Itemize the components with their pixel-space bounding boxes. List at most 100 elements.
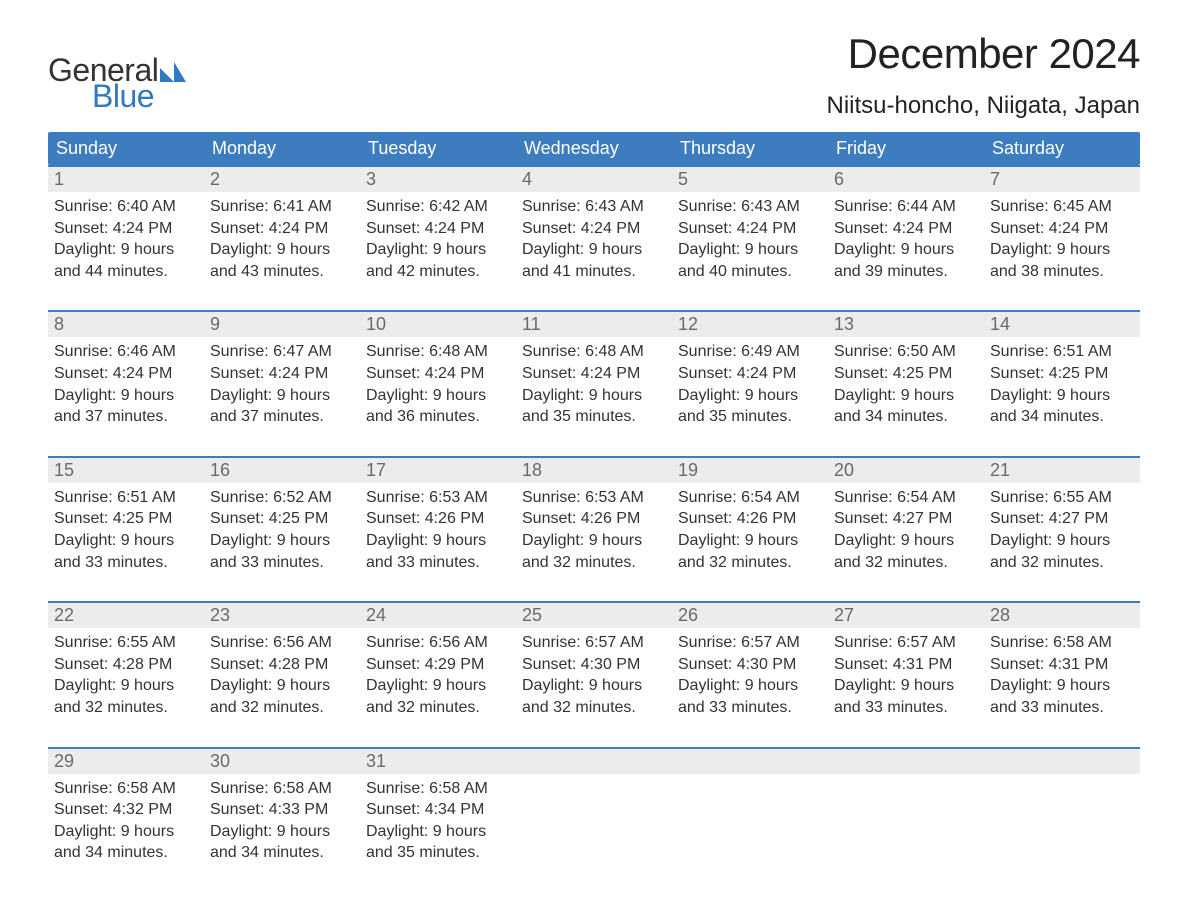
sunset-line: Sunset: 4:31 PM — [990, 654, 1134, 676]
day-number: 19 — [672, 458, 828, 483]
day-number: 12 — [672, 312, 828, 337]
day-number: 25 — [516, 603, 672, 628]
daylight-line1: Daylight: 9 hours — [834, 385, 978, 407]
sunrise-line: Sunrise: 6:44 AM — [834, 196, 978, 218]
day-cell: Sunrise: 6:58 AMSunset: 4:33 PMDaylight:… — [204, 774, 360, 874]
daylight-line2: and 37 minutes. — [210, 406, 354, 428]
sunset-line: Sunset: 4:26 PM — [678, 508, 822, 530]
day-cell: Sunrise: 6:51 AMSunset: 4:25 PMDaylight:… — [984, 337, 1140, 437]
daylight-line2: and 32 minutes. — [366, 697, 510, 719]
sunset-line: Sunset: 4:28 PM — [54, 654, 198, 676]
daylight-line1: Daylight: 9 hours — [834, 530, 978, 552]
day-number: 26 — [672, 603, 828, 628]
sunset-line: Sunset: 4:25 PM — [990, 363, 1134, 385]
header: General Blue December 2024 Niitsu-honcho… — [48, 30, 1140, 120]
daylight-line1: Daylight: 9 hours — [678, 675, 822, 697]
daylight-line2: and 32 minutes. — [990, 552, 1134, 574]
day-number: 5 — [672, 167, 828, 192]
day-cell: Sunrise: 6:48 AMSunset: 4:24 PMDaylight:… — [360, 337, 516, 437]
sunset-line: Sunset: 4:24 PM — [54, 363, 198, 385]
daylight-line1: Daylight: 9 hours — [522, 385, 666, 407]
sunrise-line: Sunrise: 6:58 AM — [366, 778, 510, 800]
sunset-line: Sunset: 4:28 PM — [210, 654, 354, 676]
daylight-line2: and 33 minutes. — [678, 697, 822, 719]
daylight-line1: Daylight: 9 hours — [522, 530, 666, 552]
sunrise-line: Sunrise: 6:52 AM — [210, 487, 354, 509]
day-number: 11 — [516, 312, 672, 337]
daylight-line2: and 43 minutes. — [210, 261, 354, 283]
daylight-line1: Daylight: 9 hours — [54, 675, 198, 697]
sunrise-line: Sunrise: 6:57 AM — [522, 632, 666, 654]
daylight-line1: Daylight: 9 hours — [522, 239, 666, 261]
day-number: 30 — [204, 749, 360, 774]
weekday-header: Saturday — [984, 132, 1140, 165]
daylight-line2: and 40 minutes. — [678, 261, 822, 283]
sunrise-line: Sunrise: 6:43 AM — [678, 196, 822, 218]
day-number: 24 — [360, 603, 516, 628]
day-cell: Sunrise: 6:56 AMSunset: 4:29 PMDaylight:… — [360, 628, 516, 728]
day-cell: Sunrise: 6:48 AMSunset: 4:24 PMDaylight:… — [516, 337, 672, 437]
daylight-line1: Daylight: 9 hours — [54, 821, 198, 843]
day-cell — [672, 774, 828, 874]
calendar-week: 1234567Sunrise: 6:40 AMSunset: 4:24 PMDa… — [48, 165, 1140, 292]
sunrise-line: Sunrise: 6:41 AM — [210, 196, 354, 218]
daylight-line2: and 38 minutes. — [990, 261, 1134, 283]
sunset-line: Sunset: 4:24 PM — [834, 218, 978, 240]
sunrise-line: Sunrise: 6:58 AM — [990, 632, 1134, 654]
day-number — [984, 749, 1140, 774]
daylight-line2: and 44 minutes. — [54, 261, 198, 283]
sunrise-line: Sunrise: 6:48 AM — [366, 341, 510, 363]
day-number: 22 — [48, 603, 204, 628]
daylight-line2: and 32 minutes. — [834, 552, 978, 574]
day-cell: Sunrise: 6:58 AMSunset: 4:34 PMDaylight:… — [360, 774, 516, 874]
daylight-line1: Daylight: 9 hours — [366, 385, 510, 407]
sunrise-line: Sunrise: 6:51 AM — [54, 487, 198, 509]
daylight-line2: and 39 minutes. — [834, 261, 978, 283]
daylight-line1: Daylight: 9 hours — [678, 239, 822, 261]
day-number: 1 — [48, 167, 204, 192]
daylight-line1: Daylight: 9 hours — [210, 239, 354, 261]
day-number: 13 — [828, 312, 984, 337]
sunset-line: Sunset: 4:30 PM — [522, 654, 666, 676]
sunrise-line: Sunrise: 6:58 AM — [54, 778, 198, 800]
sunset-line: Sunset: 4:25 PM — [54, 508, 198, 530]
day-number: 27 — [828, 603, 984, 628]
daylight-line2: and 32 minutes. — [678, 552, 822, 574]
daylight-line2: and 37 minutes. — [54, 406, 198, 428]
sunrise-line: Sunrise: 6:40 AM — [54, 196, 198, 218]
sunrise-line: Sunrise: 6:51 AM — [990, 341, 1134, 363]
day-cell: Sunrise: 6:52 AMSunset: 4:25 PMDaylight:… — [204, 483, 360, 583]
sunset-line: Sunset: 4:27 PM — [990, 508, 1134, 530]
daylight-line1: Daylight: 9 hours — [366, 675, 510, 697]
daylight-line1: Daylight: 9 hours — [990, 530, 1134, 552]
daylight-line2: and 34 minutes. — [834, 406, 978, 428]
sunset-line: Sunset: 4:24 PM — [990, 218, 1134, 240]
day-number: 4 — [516, 167, 672, 192]
weekday-header-row: SundayMondayTuesdayWednesdayThursdayFrid… — [48, 132, 1140, 165]
day-cell: Sunrise: 6:51 AMSunset: 4:25 PMDaylight:… — [48, 483, 204, 583]
daylight-line2: and 42 minutes. — [366, 261, 510, 283]
weekday-header: Tuesday — [360, 132, 516, 165]
sunrise-line: Sunrise: 6:57 AM — [678, 632, 822, 654]
daylight-line2: and 32 minutes. — [522, 552, 666, 574]
sunset-line: Sunset: 4:25 PM — [834, 363, 978, 385]
daylight-line1: Daylight: 9 hours — [210, 821, 354, 843]
day-number: 3 — [360, 167, 516, 192]
weekday-header: Thursday — [672, 132, 828, 165]
day-cell: Sunrise: 6:55 AMSunset: 4:28 PMDaylight:… — [48, 628, 204, 728]
day-cell: Sunrise: 6:42 AMSunset: 4:24 PMDaylight:… — [360, 192, 516, 292]
sunrise-line: Sunrise: 6:46 AM — [54, 341, 198, 363]
daylight-line2: and 33 minutes. — [210, 552, 354, 574]
day-cell — [516, 774, 672, 874]
day-number-row: 891011121314 — [48, 312, 1140, 337]
day-number: 16 — [204, 458, 360, 483]
calendar-week: 293031Sunrise: 6:58 AMSunset: 4:32 PMDay… — [48, 747, 1140, 874]
sunset-line: Sunset: 4:24 PM — [522, 363, 666, 385]
daylight-line1: Daylight: 9 hours — [990, 675, 1134, 697]
daylight-line2: and 34 minutes. — [54, 842, 198, 864]
day-number: 31 — [360, 749, 516, 774]
sunset-line: Sunset: 4:32 PM — [54, 799, 198, 821]
daylight-line1: Daylight: 9 hours — [366, 239, 510, 261]
day-cell: Sunrise: 6:57 AMSunset: 4:30 PMDaylight:… — [672, 628, 828, 728]
daylight-line2: and 33 minutes. — [54, 552, 198, 574]
